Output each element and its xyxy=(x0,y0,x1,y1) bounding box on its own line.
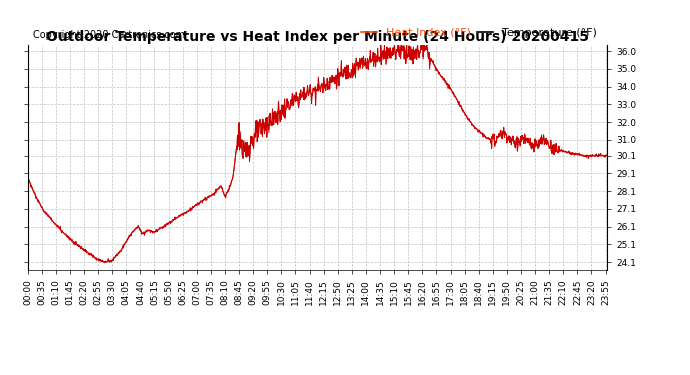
Legend: Heat Index (°F), Temperature (°F): Heat Index (°F), Temperature (°F) xyxy=(356,24,602,42)
Text: Copyright 2020 Cartronics.com: Copyright 2020 Cartronics.com xyxy=(33,30,186,40)
Title: Outdoor Temperature vs Heat Index per Minute (24 Hours) 20200415: Outdoor Temperature vs Heat Index per Mi… xyxy=(46,30,589,44)
